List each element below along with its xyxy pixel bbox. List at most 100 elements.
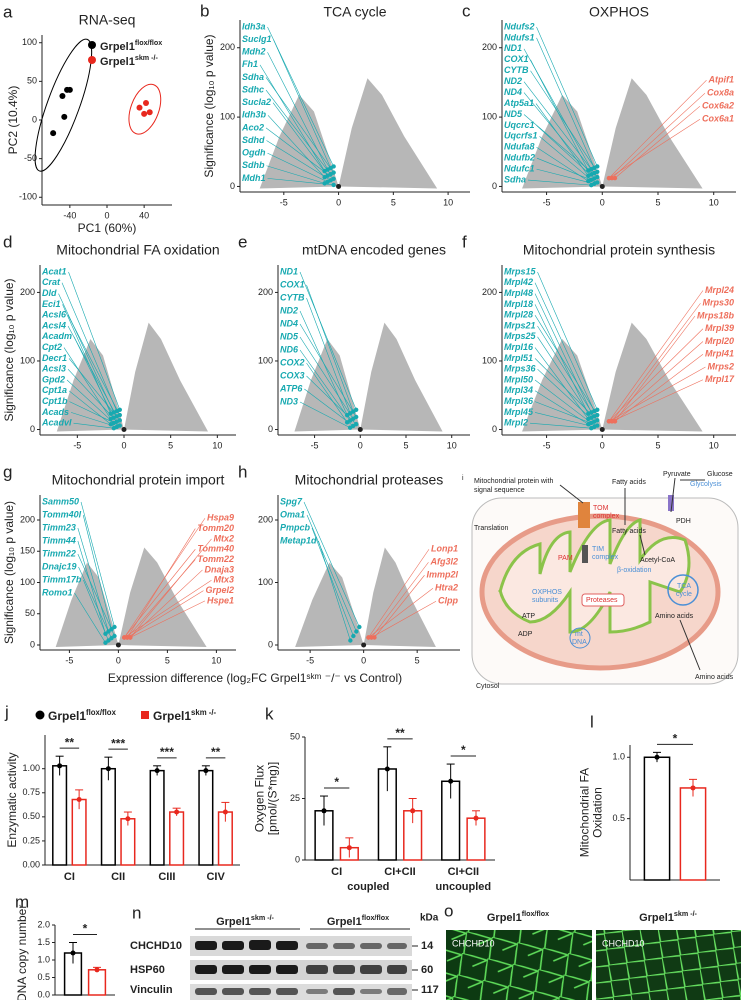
bar-dot: [70, 950, 76, 956]
gene-label: Tomm40l: [42, 509, 82, 519]
y-tick-label: 1.0: [612, 752, 625, 762]
gene-label: Mtx3: [213, 575, 234, 585]
highlight-dot: [606, 175, 612, 181]
y-axis-label: mtDNA copy number: [15, 905, 29, 1000]
bar: [169, 811, 185, 866]
label: TIM: [592, 546, 604, 553]
bar-dot: [473, 815, 479, 821]
gene-label: Idh3b: [242, 110, 267, 120]
leader-line: [67, 368, 118, 422]
gene-label: Samm50: [42, 496, 79, 506]
blot-strip: [190, 960, 412, 980]
gene-label: Mrps25: [504, 331, 537, 341]
shared-x-label: Expression difference (log₂FC Grpel1ˢᵏᵐ …: [108, 671, 402, 685]
point: [59, 93, 66, 100]
legend-label: Grpel1skm -/-: [216, 914, 274, 928]
leader-line: [611, 379, 704, 422]
y-tick-label: 0: [32, 114, 37, 124]
x-tick-label: CII: [111, 871, 125, 883]
label: Amino acids: [695, 674, 734, 681]
x-tick-label: -5: [306, 655, 314, 665]
x-tick-label: -5: [65, 655, 73, 665]
label: Pyruvate: [663, 471, 691, 478]
gene-label: Dnajc19: [42, 561, 77, 571]
gene-label: Mrps2: [707, 361, 734, 371]
legend-label: Grpel1flox/flox: [327, 914, 389, 928]
panel-letter: l: [590, 712, 594, 731]
highlight-dot: [344, 420, 350, 425]
x-tick-label: CIV: [206, 871, 225, 883]
gene-label: Cpt1b: [42, 396, 68, 406]
bar: [52, 765, 68, 866]
point: [61, 113, 68, 120]
leader-line: [611, 341, 704, 422]
tom-complex: [578, 502, 590, 528]
y-tick-label: 0: [295, 854, 300, 864]
origin-point: [336, 183, 342, 189]
leader-line: [536, 26, 598, 167]
bar: [679, 787, 707, 881]
protein-label: CHCHD10: [130, 940, 182, 952]
leader-line: [614, 315, 696, 422]
leader-line: [77, 540, 106, 634]
point: [141, 110, 148, 117]
highlight-dot: [111, 426, 117, 431]
label: Acetyl-CoA: [640, 557, 675, 564]
leader-line: [534, 358, 598, 421]
gene-label: Mrpl50: [504, 374, 533, 384]
origin-point: [115, 642, 121, 648]
label: Fatty acids: [612, 528, 646, 535]
panel-letter: i: [462, 475, 464, 482]
leader-line: [368, 588, 434, 638]
gene-label: Sdhb: [242, 160, 265, 170]
x-tick-label: 0: [116, 655, 121, 665]
point: [50, 130, 57, 137]
bar-dot: [690, 785, 696, 791]
leader-line: [523, 114, 598, 178]
y-tick-label: 200: [482, 287, 497, 297]
gene-label: Mrps30: [702, 298, 734, 308]
y-tick-label: 0.75: [22, 787, 40, 797]
panel-letter: e: [238, 232, 247, 251]
background-genes: [56, 339, 124, 432]
x-tick-label: CI+CII: [384, 866, 415, 878]
leader-line: [536, 168, 595, 185]
bar-dot: [321, 808, 327, 814]
gene-label: Sdha: [242, 72, 264, 82]
y-tick-label: 1.00: [22, 763, 40, 773]
name: Grpel1: [487, 912, 522, 924]
label: Amino acids: [655, 613, 694, 620]
gene-label: ND3: [280, 396, 298, 406]
gene-label: Cox6a2: [702, 101, 734, 111]
highlight-dot: [112, 624, 117, 630]
leader-line: [536, 37, 595, 168]
leader-line: [608, 79, 707, 179]
kda-label: 14: [421, 940, 434, 952]
leader-line: [68, 358, 121, 421]
gene-label: Hspa9: [207, 513, 234, 523]
leader-line: [265, 127, 334, 180]
y-tick-label: 200: [482, 42, 497, 52]
leader-line: [368, 549, 430, 638]
inner-membrane: [498, 518, 691, 634]
leader-line: [536, 157, 598, 183]
y-tick-label: 0.25: [22, 835, 40, 845]
gene-label: Tomm20: [197, 523, 234, 533]
leader-line: [304, 388, 354, 427]
legend-marker: [141, 711, 149, 719]
leader-line: [66, 379, 115, 424]
superscript: flox/flox: [86, 708, 117, 717]
highlight-dot: [108, 411, 114, 416]
gene-label: Tomm40: [197, 544, 234, 554]
gene-label: Mrpl18: [504, 299, 533, 309]
x-tick-label: 0: [336, 197, 341, 207]
bar-dot: [222, 809, 228, 815]
y-tick-label: -100: [19, 192, 37, 202]
legend-marker: [88, 56, 96, 64]
label: complex: [592, 554, 619, 561]
y-tick-label: -50: [24, 153, 37, 163]
bar-dot: [94, 967, 100, 973]
y-tick-label: 200: [220, 42, 235, 52]
leader-line: [58, 293, 115, 413]
highlight-dot: [609, 419, 615, 424]
